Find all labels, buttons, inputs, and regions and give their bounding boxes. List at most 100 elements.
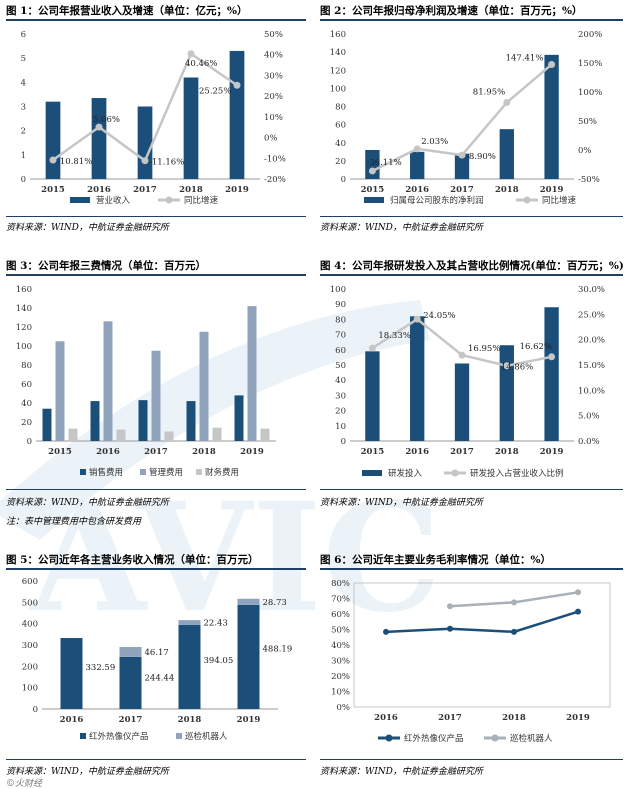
fig1-line-marker: [49, 156, 57, 164]
fig3-bar-1: [42, 408, 52, 441]
fig6-x-tick: 2016: [374, 713, 398, 723]
fig3-x-tick: 2018: [192, 447, 216, 457]
fig4-yleft-tick: 60: [335, 346, 346, 356]
fig2-bar: [365, 150, 380, 179]
fig2-line-marker: [503, 98, 511, 106]
fig6-yleft-tick: 80%: [331, 579, 350, 589]
fig6-line-marker: [575, 589, 581, 596]
fig4-yright-tick: 15.0%: [578, 361, 605, 371]
fig3-bar-2: [55, 341, 65, 441]
fig3-bar-2: [151, 350, 161, 441]
fig5-top-label: 28.73: [263, 598, 287, 608]
fig5-bar-top: [178, 620, 201, 625]
fig5-yleft-tick: 600: [22, 577, 38, 587]
fig1-chart: 0 1 2 3 4 5 6 -20% -10% 0% 10% 20% 30% 40% 50% 2015 2016…: [21, 30, 286, 206]
fig4-legend-label: 研发投入: [388, 468, 423, 479]
fig1-yleft-tick: 6: [21, 30, 26, 40]
fig2-legend-marker: [523, 196, 531, 204]
fig3-yleft-tick: 0: [27, 437, 32, 447]
fig3-yleft-tick: 60: [21, 380, 32, 390]
fig2-yleft-tick: 160: [330, 30, 346, 40]
fig1-x-tick: 2016: [87, 185, 111, 195]
fig6-legend-label: 巡检机器人: [510, 733, 553, 744]
fig5-base-label: 488.19: [263, 645, 293, 655]
fig5-yleft-tick: 200: [22, 662, 38, 672]
fig2-line-label: -36.11%: [366, 158, 401, 168]
fig5-legend-label: 红外热像仪产品: [89, 731, 149, 742]
fig3-bar-3: [164, 431, 174, 441]
fig6-yleft-tick: 20%: [331, 672, 350, 682]
corner-mark: ©火财经: [6, 779, 43, 789]
fig3-yleft-tick: 120: [16, 323, 32, 333]
fig2-yleft-tick: 140: [330, 48, 346, 58]
fig5-x-tick: 2016: [60, 715, 84, 725]
fig2-yright-tick: -50%: [578, 175, 600, 185]
fig5-x-tick: 2019: [237, 715, 261, 725]
fig2-yleft-tick: 80: [335, 103, 346, 113]
fig2-yright-tick: 200%: [578, 30, 602, 40]
fig5-bottom-rule: [6, 759, 306, 760]
fig4-line-marker: [368, 344, 376, 352]
fig4-yleft-tick: 50: [335, 361, 346, 371]
fig1-line-marker: [141, 157, 149, 165]
fig3-yleft-tick: 40: [21, 399, 32, 409]
fig1-rule: [6, 19, 306, 21]
fig6-legend-marker: [385, 734, 393, 742]
fig2-legend-swatch: [364, 197, 384, 203]
fig5-bar-base: [119, 656, 142, 709]
fig1-line-marker: [95, 123, 103, 131]
fig6-rule: [320, 568, 623, 570]
fig4-x-tick: 2017: [450, 447, 474, 457]
fig1-line-marker: [233, 81, 241, 89]
fig1-yright-tick: 20%: [264, 92, 283, 102]
fig6-line-marker: [383, 628, 389, 635]
fig1-line-label: 40.46%: [185, 59, 217, 69]
fig2-line-marker: [413, 145, 421, 153]
fig4-bar: [410, 316, 425, 441]
fig1-yleft-tick: 0: [21, 175, 26, 185]
fig3-x-tick: 2019: [240, 447, 264, 457]
fig4-rule: [320, 274, 623, 276]
fig5-rule: [6, 568, 306, 570]
fig3-bar-3: [212, 427, 222, 441]
fig5-legend-swatch: [80, 733, 86, 739]
fig2-yright-tick: 150%: [578, 59, 602, 69]
fig6-line-marker: [511, 599, 517, 606]
fig3-bar-3: [116, 429, 126, 441]
fig4-bar: [544, 307, 559, 441]
fig2-bar: [410, 151, 425, 179]
fig5-x-tick: 2018: [178, 715, 202, 725]
fig5-top-label: 22.43: [204, 619, 228, 629]
fig4-yleft-tick: 10: [335, 422, 346, 432]
fig4-line-marker: [413, 315, 421, 323]
fig1-legend-label: 同比增速: [184, 195, 219, 206]
fig1-bar: [91, 98, 107, 179]
fig3-yleft-tick: 80: [21, 361, 32, 371]
fig3-bar-2: [103, 321, 113, 441]
fig3-x-tick: 2016: [96, 447, 120, 457]
fig2-line-label: 2.03%: [421, 137, 448, 147]
fig1-yright-tick: 40%: [264, 51, 283, 61]
fig4-yleft-tick: 90: [335, 300, 346, 310]
fig1-yleft-tick: 1: [21, 151, 26, 161]
fig2-x-tick: 2016: [405, 185, 429, 195]
fig4-yright-tick: 20.0%: [578, 336, 605, 346]
fig4-line-label: 24.05%: [423, 311, 455, 321]
fig6-line-marker: [511, 628, 517, 635]
fig3-bar-1: [138, 400, 148, 441]
fig1-yright-tick: -20%: [264, 175, 286, 185]
fig1-x-tick: 2019: [225, 185, 249, 195]
fig1-yleft-tick: 3: [21, 103, 26, 113]
fig1-yleft-tick: 4: [21, 78, 26, 88]
fig3-bar-2: [247, 306, 257, 441]
fig5-base-label: 394.05: [204, 656, 234, 666]
fig1-line-marker: [187, 50, 195, 58]
fig4-chart: 0 10 20 30 40 50 60 70 80 90 100 0.0% 5.0% 10.0% 15.0%…: [330, 285, 605, 479]
fig4-line-label: 18.33%: [378, 331, 410, 341]
fig1-title: 图 1：公司年报营业收入及增速（单位：亿元；%）: [6, 5, 248, 17]
fig4-yleft-tick: 100: [330, 285, 346, 295]
fig5-yleft-tick: 400: [22, 620, 38, 630]
fig5-bar-top: [237, 598, 260, 605]
fig4-yright-tick: 5.0%: [578, 412, 600, 422]
fig6-yleft-tick: 70%: [331, 595, 350, 605]
